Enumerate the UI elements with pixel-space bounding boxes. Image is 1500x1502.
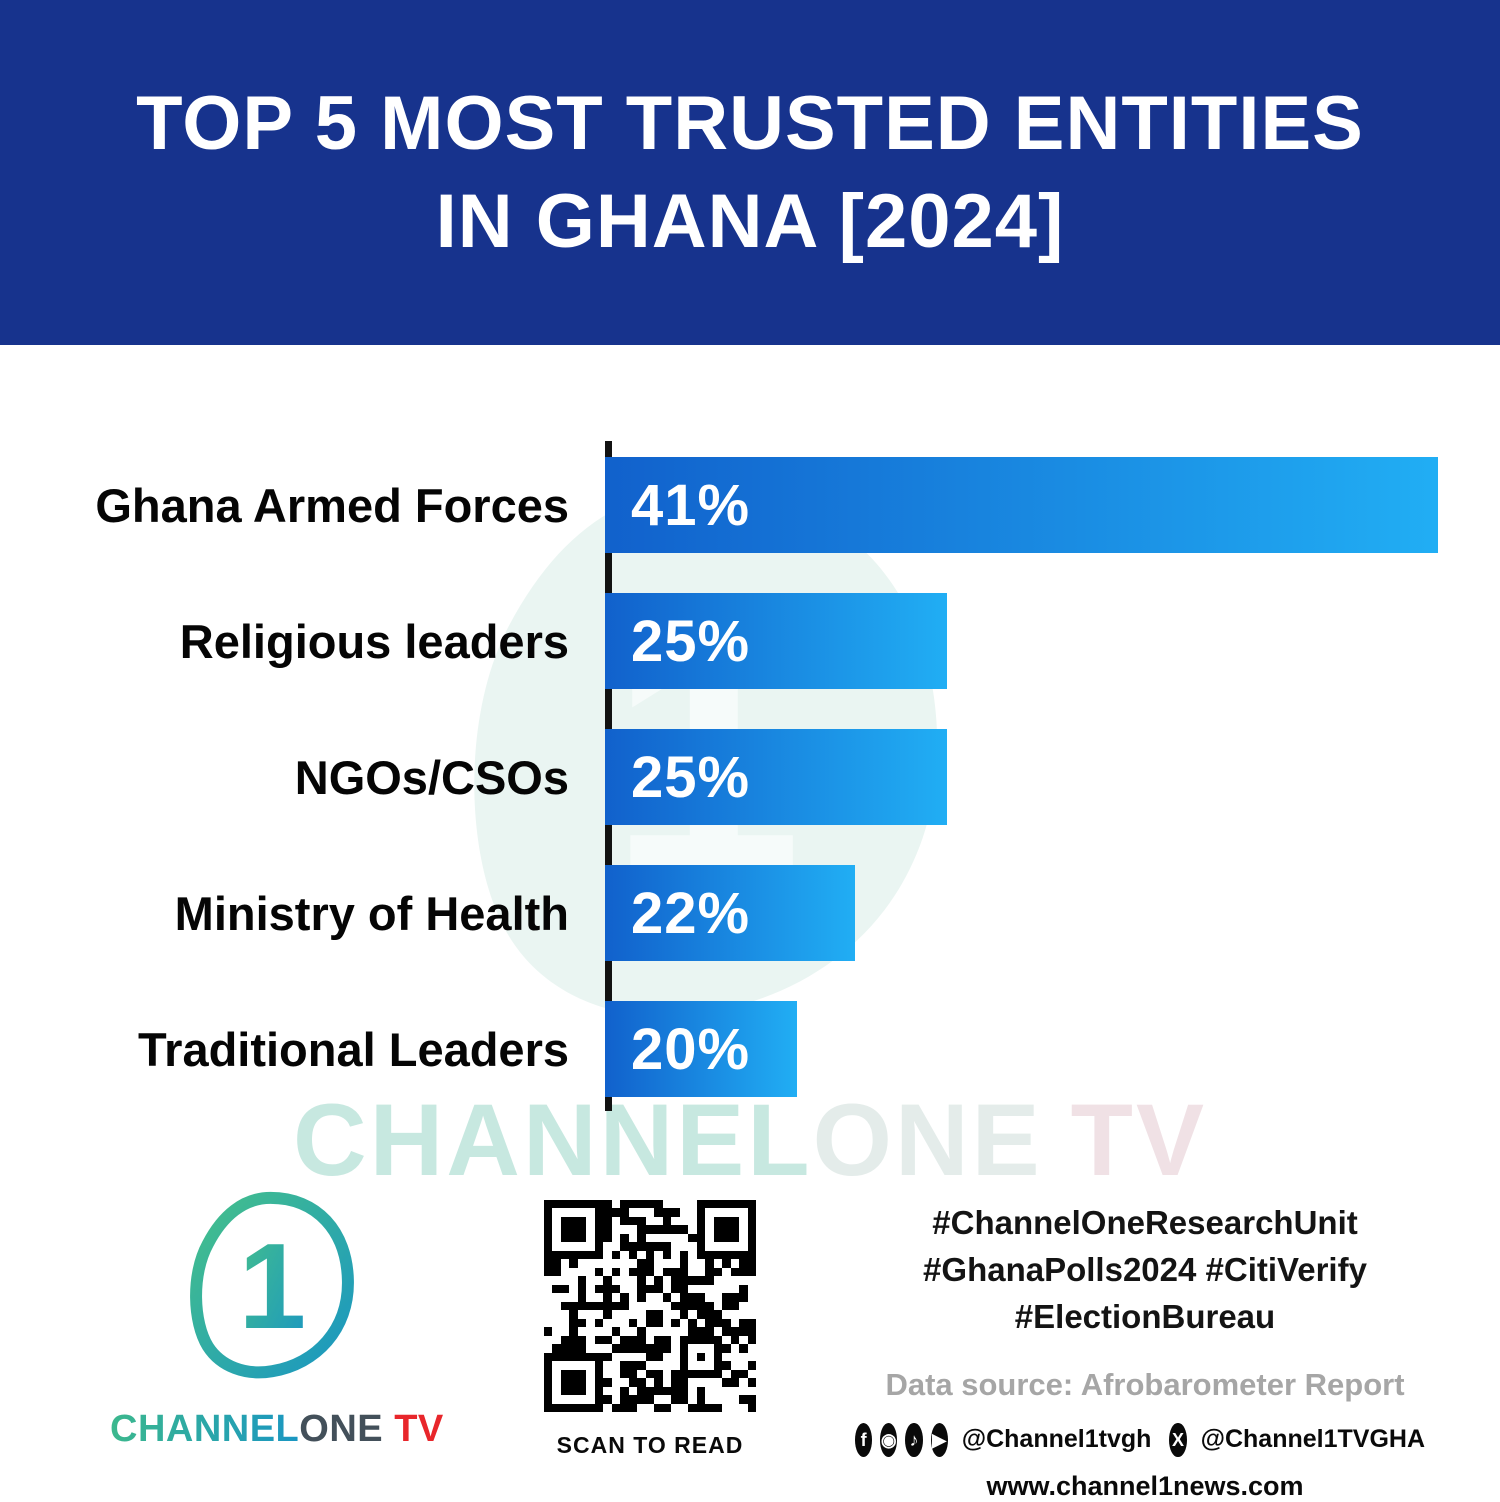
category-label: Ministry of Health — [174, 886, 569, 940]
facebook-icon: f — [854, 1422, 873, 1457]
chart-row: Ghana Armed Forces 41% — [95, 457, 1438, 553]
category-label: Ghana Armed Forces — [95, 478, 569, 532]
bar-value-label: 20% — [631, 1016, 751, 1082]
bar: 25% — [605, 729, 947, 825]
channel-one-logo: 1 CHANNELONE TV — [110, 1185, 443, 1451]
watermark-brand-text: CHANNELONE TV — [0, 1082, 1500, 1199]
x-icon: X — [1169, 1422, 1187, 1457]
watermark-one: ONE — [812, 1083, 1043, 1197]
bar-value-label: 25% — [631, 744, 751, 810]
category-label: Traditional Leaders — [138, 1022, 569, 1076]
bar-value-label: 25% — [631, 608, 751, 674]
hashtag-line: #ElectionBureau — [1014, 1297, 1276, 1335]
qr-block: SCAN TO READ — [540, 1200, 760, 1459]
bar-chart: Ghana Armed Forces 41% Religious leaders… — [0, 441, 1438, 1111]
category-label: NGOs/CSOs — [294, 750, 569, 804]
bar: 22% — [605, 865, 855, 961]
website-url: www.channel1news.com — [986, 1470, 1304, 1501]
hashtags: #ChannelOneResearchUnit #GhanaPolls2024 #… — [855, 1200, 1435, 1341]
logo-word-one: ONE — [299, 1408, 384, 1450]
page-title-line2: IN GHANA [2024] — [435, 178, 1065, 264]
bar: 20% — [605, 1001, 797, 1097]
watermark-tv: TV — [1070, 1083, 1208, 1197]
chart-row: Ministry of Health 22% — [175, 865, 1438, 961]
chart-row: Traditional Leaders 20% — [138, 1001, 1438, 1097]
bar: 41% — [605, 457, 1438, 553]
category-label: Religious leaders — [179, 614, 569, 668]
logo-wordmark: CHANNELONE TV — [110, 1408, 443, 1451]
chart-row: NGOs/CSOs 25% — [295, 729, 1438, 825]
instagram-icon: ◉ — [880, 1422, 898, 1457]
bar-value-label: 41% — [631, 472, 751, 538]
qr-code — [544, 1200, 756, 1412]
bar-track: 25% — [605, 729, 1438, 825]
social-handle: @Channel1TVGHA — [1200, 1425, 1426, 1454]
logo-numeral: 1 — [238, 1218, 306, 1354]
channel-one-pick-icon: 1 — [189, 1191, 354, 1379]
bar-track: 22% — [605, 865, 1438, 961]
youtube-icon: ▶ — [930, 1422, 948, 1457]
bar-track: 25% — [605, 593, 1438, 689]
qr-caption: SCAN TO READ — [556, 1432, 744, 1458]
watermark-channel: CHANNEL — [292, 1083, 813, 1197]
social-handle: @Channel1tvgh — [961, 1425, 1152, 1454]
tiktok-icon: ♪ — [905, 1422, 923, 1457]
page-title-line1: TOP 5 MOST TRUSTED ENTITIES — [136, 81, 1364, 167]
logo-word-channel: CHANNEL — [110, 1408, 300, 1450]
bar: 25% — [605, 593, 947, 689]
footer-info: #ChannelOneResearchUnit #GhanaPolls2024 #… — [854, 1200, 1435, 1502]
bar-value-label: 22% — [631, 880, 751, 946]
hashtag-line: #GhanaPolls2024 #CitiVerify — [923, 1250, 1367, 1288]
hashtag-line: #ChannelOneResearchUnit — [932, 1204, 1358, 1241]
logo-word-tv: TV — [383, 1408, 444, 1450]
chart-row: Religious leaders 25% — [180, 593, 1438, 689]
social-row: f ◉ ♪ ▶ @Channel1tvgh X @Channel1TVGHA — [854, 1422, 1435, 1457]
chart-rows: Ghana Armed Forces 41% Religious leaders… — [95, 457, 1438, 1097]
bar-track: 41% — [605, 457, 1438, 553]
data-source: Data source: Afrobarometer Report — [885, 1366, 1405, 1402]
bar-track: 20% — [605, 1001, 1438, 1097]
title-banner: TOP 5 MOST TRUSTED ENTITIES IN GHANA [20… — [0, 0, 1500, 345]
